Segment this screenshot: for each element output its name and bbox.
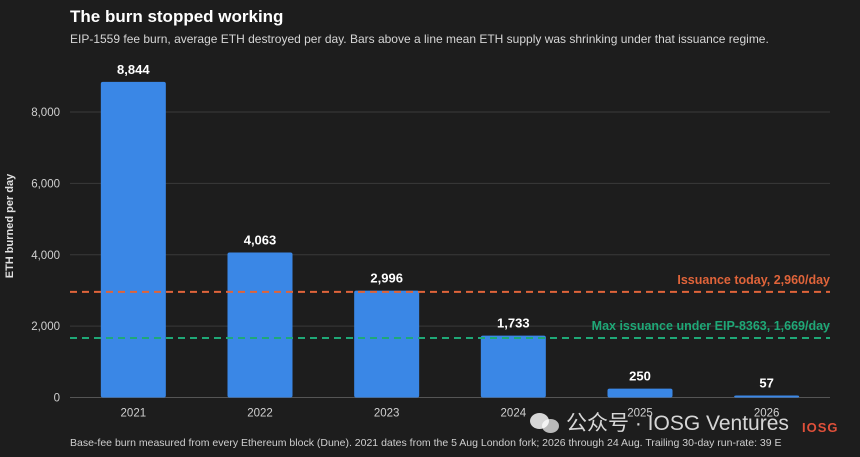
- x-tick-label: 2025: [627, 408, 653, 420]
- y-tick-label: 4,000: [31, 250, 60, 262]
- y-axis-ticks: 0 2,000 4,000 6,000 8,000: [31, 107, 60, 405]
- x-tick-label: 2024: [501, 408, 527, 420]
- x-tick-label: 2021: [121, 408, 147, 420]
- bar-value-label: 250: [629, 369, 651, 384]
- bar-2023: [354, 290, 420, 398]
- x-tick-label: 2023: [374, 408, 400, 420]
- chart-subtitle: EIP-1559 fee burn, average ETH destroyed…: [70, 32, 769, 46]
- watermark-text: 公众号 · IOSG Ventures: [566, 412, 789, 435]
- y-tick-label: 6,000: [31, 178, 60, 190]
- bars: 8,844 4,063 2,996 1,733 250 57: [100, 62, 800, 398]
- chart-title: The burn stopped working: [70, 7, 284, 26]
- bar-value-label: 57: [759, 375, 773, 390]
- x-tick-label: 2026: [754, 408, 780, 420]
- bar-2024: [480, 335, 546, 398]
- bar-2026: [734, 395, 800, 398]
- watermark: 公众号 · IOSG Ventures: [530, 407, 789, 437]
- iosg-logo: IOSG: [802, 420, 839, 435]
- y-tick-label: 2,000: [31, 321, 60, 333]
- issuance-today-label: Issuance today, 2,960/day: [677, 273, 830, 287]
- x-axis-ticks: 2021 2022 2023 2024 2025 2026: [121, 408, 780, 420]
- wechat-icon: [530, 411, 560, 433]
- footnote: Base-fee burn measured from every Ethere…: [70, 437, 782, 449]
- bar-value-label: 8,844: [117, 62, 150, 77]
- bar-chart: 0 2,000 4,000 6,000 8,000 ETH burned per day…: [4, 62, 830, 420]
- max-issuance-label: Max issuance under EIP-8363, 1,669/day: [592, 319, 830, 333]
- grid-lines: [70, 111, 830, 398]
- reference-lines: Issuance today, 2,960/day Max issuance un…: [70, 273, 830, 339]
- y-tick-label: 8,000: [31, 107, 60, 119]
- bar-2022: [227, 252, 293, 398]
- y-axis-label: ETH burned per day: [4, 173, 16, 278]
- bar-2021: [100, 81, 166, 398]
- bar-value-label: 2,996: [370, 271, 403, 286]
- bar-value-label: 4,063: [244, 233, 277, 248]
- bar-value-label: 1,733: [497, 316, 530, 331]
- bar-2025: [607, 388, 673, 398]
- y-tick-label: 0: [54, 393, 60, 405]
- x-tick-label: 2022: [247, 408, 273, 420]
